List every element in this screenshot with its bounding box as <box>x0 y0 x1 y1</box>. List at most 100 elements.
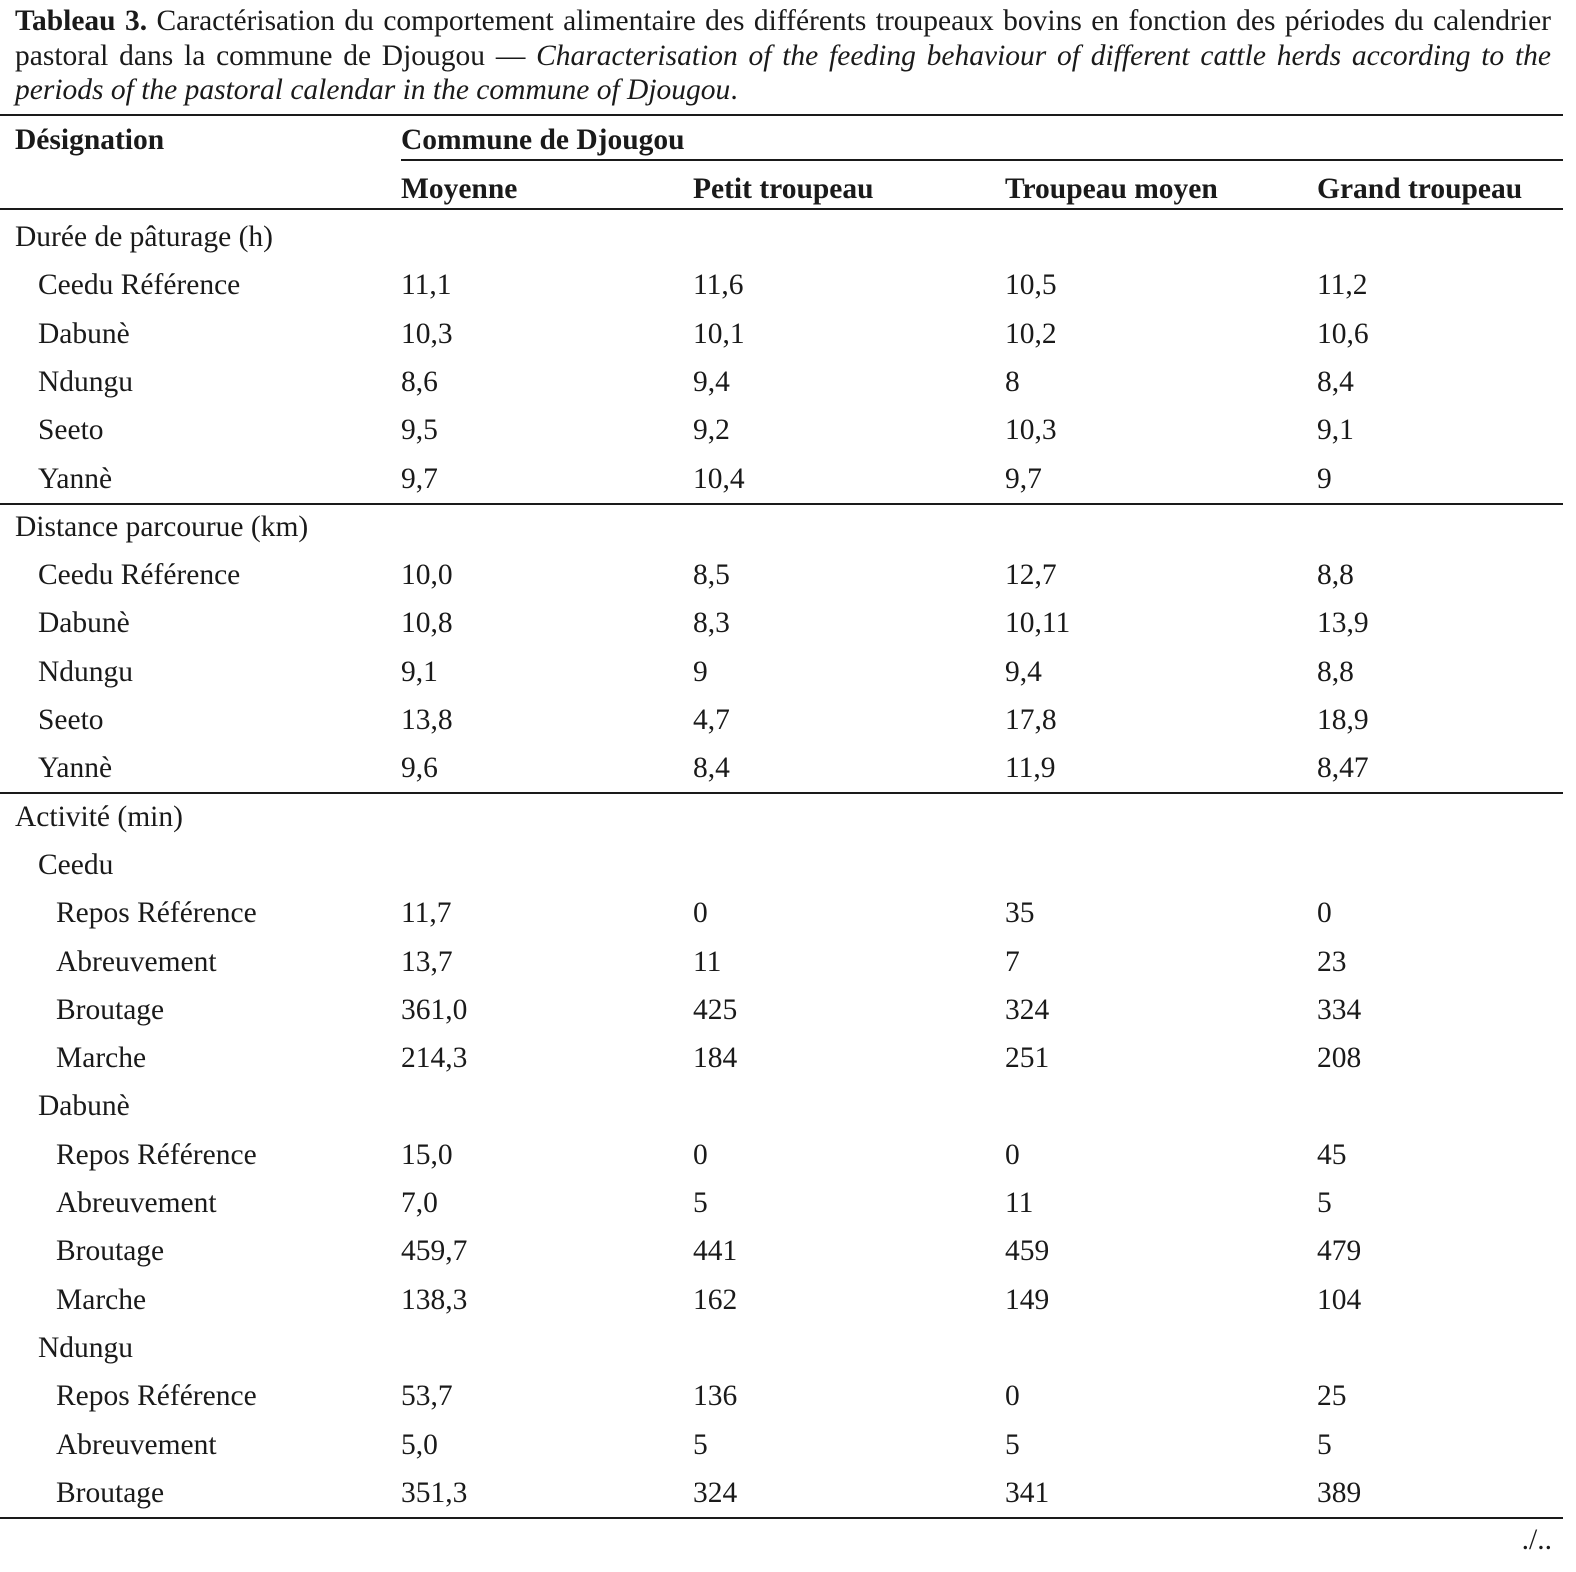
table-cell: 104 <box>1317 1283 1362 1316</box>
row-label: Seeto <box>38 704 104 736</box>
table-cell: 35 <box>1005 897 1035 930</box>
caption-french: Caractérisation du comportement alimenta… <box>15 5 1551 72</box>
table-cell: 18,9 <box>1317 704 1369 736</box>
table-cell: 5 <box>693 1428 708 1461</box>
table-cell: 162 <box>693 1283 738 1316</box>
table-cell: 479 <box>1317 1235 1362 1268</box>
table-cell: 13,9 <box>1317 607 1369 640</box>
row-label: Yannè <box>38 752 113 785</box>
table-cell: 149 <box>1005 1283 1050 1316</box>
table-cell: 136 <box>693 1380 738 1413</box>
section-heading: Durée de pâturage (h) <box>15 221 273 253</box>
table-cell: 324 <box>693 1476 738 1509</box>
table-cell: 0 <box>1317 897 1332 930</box>
row-label: Broutage <box>56 1476 165 1509</box>
table-cell: 8,4 <box>693 752 730 785</box>
row-label: Dabunè <box>38 607 130 640</box>
table-cell: 9,4 <box>1005 655 1042 688</box>
row-label: Repos Référence <box>56 1138 257 1171</box>
table-cell: 10,4 <box>693 462 745 495</box>
table-cell: 10,8 <box>401 607 453 640</box>
continuation-mark: ./.. <box>1521 1524 1552 1556</box>
table-cell: 11,1 <box>401 269 452 302</box>
table-cell: 9,7 <box>401 462 438 495</box>
table-cell: 12,7 <box>1005 559 1057 592</box>
table-cell: 9,5 <box>401 414 438 447</box>
row-label: Marche <box>56 1042 147 1075</box>
table-cell: 184 <box>693 1042 738 1075</box>
subsection-heading: Dabunè <box>38 1090 130 1123</box>
table-cell: 11 <box>1005 1187 1034 1219</box>
table-cell: 15,0 <box>401 1138 453 1171</box>
table-cell: 7 <box>1005 945 1020 978</box>
table-cell: 459,7 <box>401 1235 468 1268</box>
row-label: Abreuvement <box>56 1428 217 1461</box>
table-cell: 251 <box>1005 1042 1050 1075</box>
table-cell: 10,3 <box>401 317 453 350</box>
table-cell: 10,2 <box>1005 317 1057 350</box>
table-cell: 10,6 <box>1317 317 1369 350</box>
table-cell: 45 <box>1317 1138 1347 1171</box>
header-col-petit: Petit troupeau <box>693 173 874 205</box>
row-label: Ndungu <box>38 655 134 688</box>
table-cell: 361,0 <box>401 993 468 1026</box>
table-cell: 9 <box>1317 462 1332 495</box>
header-col-grand: Grand troupeau <box>1317 173 1523 205</box>
table-cell: 4,7 <box>693 704 730 736</box>
table-cell: 11,2 <box>1317 269 1368 302</box>
row-label: Broutage <box>56 1235 165 1268</box>
row-label: Broutage <box>56 993 165 1026</box>
table-cell: 13,7 <box>401 945 453 978</box>
header-col-moyen: Troupeau moyen <box>1005 173 1218 205</box>
top-rule <box>0 114 1563 116</box>
row-label: Ceedu Référence <box>38 269 241 302</box>
header-group: Commune de Djougou <box>401 124 685 156</box>
row-label: Marche <box>56 1283 147 1316</box>
table-cell: 8,4 <box>1317 365 1354 398</box>
subsection-heading: Ndungu <box>38 1331 134 1364</box>
table-cell: 9,6 <box>401 752 438 785</box>
table-cell: 23 <box>1317 945 1347 978</box>
section-rule <box>0 1516 1563 1519</box>
table-cell: 208 <box>1317 1042 1362 1075</box>
table-cell: 17,8 <box>1005 704 1057 736</box>
row-label: Ndungu <box>38 365 134 398</box>
table-cell: 8,3 <box>693 607 730 640</box>
table-cell: 10,0 <box>401 559 453 592</box>
section-rule <box>0 502 1563 505</box>
row-label: Ceedu Référence <box>38 559 241 592</box>
table-cell: 389 <box>1317 1476 1362 1509</box>
table-cell: 9,4 <box>693 365 730 398</box>
table-label: Tableau 3. <box>15 5 148 37</box>
caption-english: Characterisation of the feeding behaviou… <box>15 39 1551 107</box>
table-cell: 8,47 <box>1317 752 1369 785</box>
group-rule <box>401 159 1563 161</box>
table-cell: 9,1 <box>401 655 438 688</box>
table-cell: 0 <box>693 1138 708 1171</box>
row-label: Seeto <box>38 414 104 447</box>
table-cell: 441 <box>693 1235 738 1268</box>
header-designation: Désignation <box>15 124 165 156</box>
table-cell: 5 <box>1317 1187 1332 1219</box>
table-cell: 10,1 <box>693 317 745 350</box>
table-cell: 11,9 <box>1005 752 1056 785</box>
section-rule <box>0 792 1563 795</box>
section-heading: Activité (min) <box>15 800 183 833</box>
table-cell: 9,7 <box>1005 462 1042 495</box>
table-cell: 11,7 <box>401 897 452 930</box>
table-cell: 9,2 <box>693 414 730 447</box>
row-label: Yannè <box>38 462 113 495</box>
table-cell: 11 <box>693 945 722 978</box>
table-cell: 214,3 <box>401 1042 468 1075</box>
table-cell: 8,8 <box>1317 655 1354 688</box>
table-cell: 9 <box>693 655 708 688</box>
table-cell: 8,6 <box>401 365 438 398</box>
table-cell: 25 <box>1317 1380 1347 1413</box>
table-cell: 5 <box>693 1187 708 1219</box>
header-rule <box>0 208 1563 210</box>
subsection-heading: Ceedu <box>38 848 114 881</box>
table-cell: 5 <box>1317 1428 1332 1461</box>
table-cell: 138,3 <box>401 1283 468 1316</box>
table-cell: 13,8 <box>401 704 453 736</box>
header-col-moyenne: Moyenne <box>401 173 518 205</box>
